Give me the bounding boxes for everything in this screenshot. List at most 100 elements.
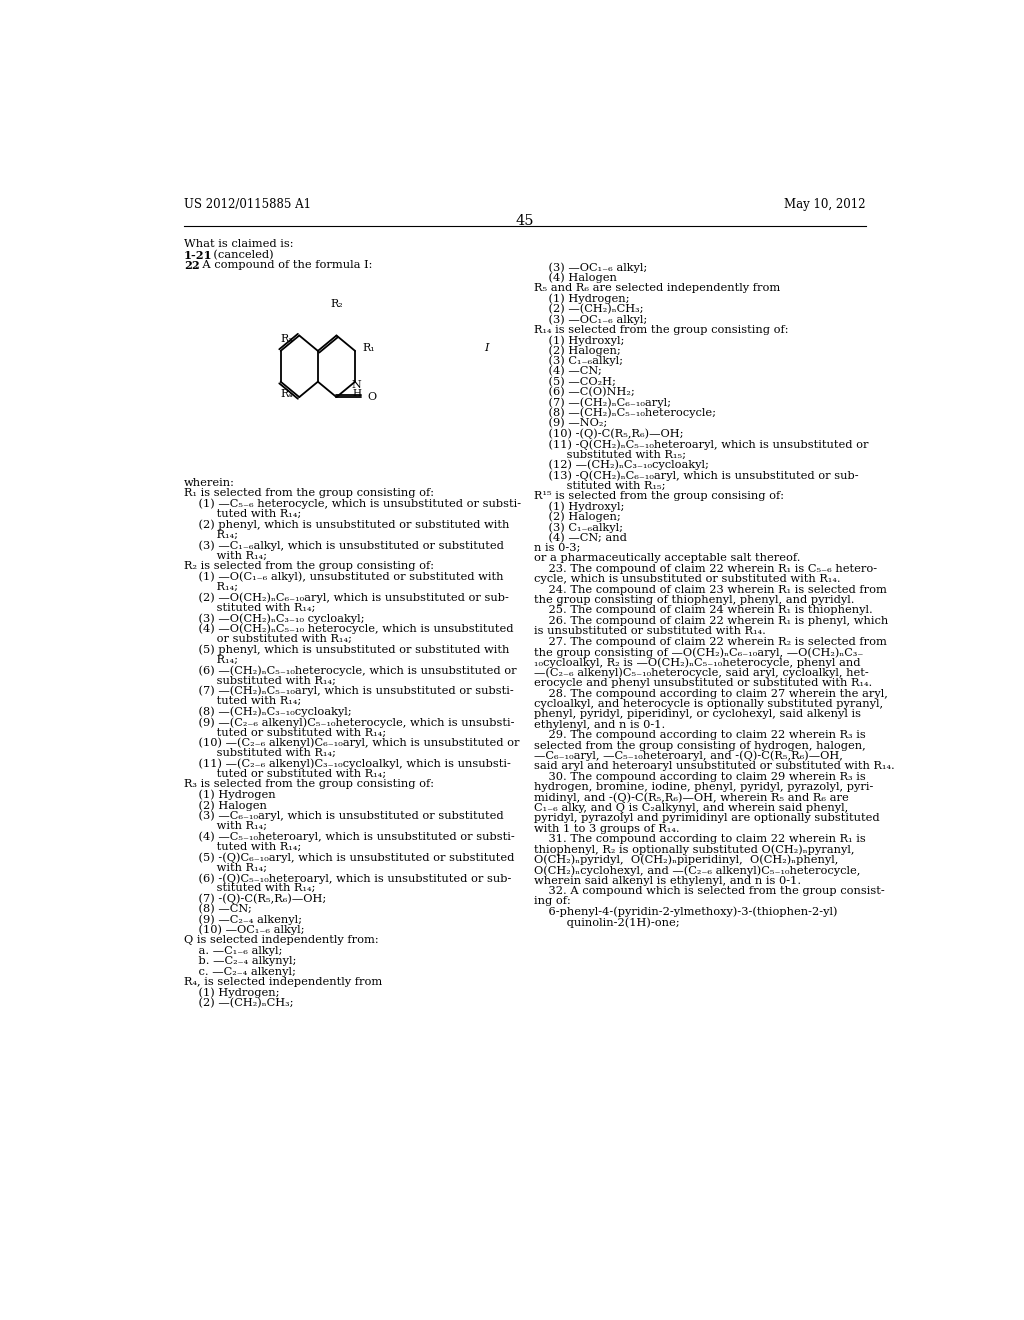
Text: H: H [352,389,361,399]
Text: —C₆₋₁₀aryl, —C₅₋₁₀heteroaryl, and -(Q)-C(R₅,R₆)—OH,: —C₆₋₁₀aryl, —C₅₋₁₀heteroaryl, and -(Q)-C… [535,751,843,762]
Text: cycle, which is unsubstituted or substituted with R₁₄.: cycle, which is unsubstituted or substit… [535,574,841,585]
Text: (9) —NO₂;: (9) —NO₂; [535,418,607,429]
Text: ing of:: ing of: [535,896,570,907]
Text: (1) Hydrogen: (1) Hydrogen [183,789,275,800]
Text: Q is selected independently from:: Q is selected independently from: [183,936,379,945]
Text: (5) -(Q)C₆₋₁₀aryl, which is unsubstituted or substituted: (5) -(Q)C₆₋₁₀aryl, which is unsubstitute… [183,853,514,863]
Text: . A compound of the formula I:: . A compound of the formula I: [196,260,373,271]
Text: (9) —(C₂₋₆ alkenyl)C₅₋₁₀heterocycle, which is unsubsti-: (9) —(C₂₋₆ alkenyl)C₅₋₁₀heterocycle, whi… [183,717,514,727]
Text: tuted with R₁₄;: tuted with R₁₄; [183,842,301,851]
Text: hydrogen, bromine, iodine, phenyl, pyridyl, pyrazolyl, pyri-: hydrogen, bromine, iodine, phenyl, pyrid… [535,781,873,792]
Text: R₃: R₃ [281,334,293,343]
Text: b. —C₂₋₄ alkynyl;: b. —C₂₋₄ alkynyl; [183,956,296,966]
Text: 31. The compound according to claim 22 wherein R₁ is: 31. The compound according to claim 22 w… [535,834,866,843]
Text: (4) Halogen: (4) Halogen [535,273,617,284]
Text: R₁: R₁ [362,343,376,352]
Text: stituted with R₁₅;: stituted with R₁₅; [535,480,666,491]
Text: is unsubstituted or substituted with R₁₄.: is unsubstituted or substituted with R₁₄… [535,626,766,636]
Text: R¹⁵ is selected from the group consising of:: R¹⁵ is selected from the group consising… [535,491,784,502]
Text: the group consisting of thiophenyl, phenyl, and pyridyl.: the group consisting of thiophenyl, phen… [535,595,855,605]
Text: O(CH₂)ₙpyridyl,  O(CH₂)ₙpiperidinyl,  O(CH₂)ₙphenyl,: O(CH₂)ₙpyridyl, O(CH₂)ₙpiperidinyl, O(CH… [535,855,839,866]
Text: O(CH₂)ₙcyclohexyl, and —(C₂₋₆ alkenyl)C₅₋₁₀heterocycle,: O(CH₂)ₙcyclohexyl, and —(C₂₋₆ alkenyl)C₅… [535,866,860,876]
Text: O: O [368,392,377,403]
Text: (5) phenyl, which is unsubstituted or substituted with: (5) phenyl, which is unsubstituted or su… [183,644,509,655]
Text: selected from the group consisting of hydrogen, halogen,: selected from the group consisting of hy… [535,741,866,751]
Text: 26. The compound of claim 22 wherein R₁ is phenyl, which: 26. The compound of claim 22 wherein R₁ … [535,615,889,626]
Text: with R₁₄;: with R₁₄; [183,862,267,873]
Text: erocycle and phenyl unsubstituted or substituted with R₁₄.: erocycle and phenyl unsubstituted or sub… [535,678,872,688]
Text: quinolin-2(1H)-one;: quinolin-2(1H)-one; [535,917,680,928]
Text: C₁₋₆ alky, and Q is C₂alkynyl, and wherein said phenyl,: C₁₋₆ alky, and Q is C₂alkynyl, and where… [535,803,848,813]
Text: . (canceled): . (canceled) [206,249,273,260]
Text: with R₁₄;: with R₁₄; [183,821,267,832]
Text: stituted with R₁₄;: stituted with R₁₄; [183,883,315,894]
Text: tuted or substituted with R₁₄;: tuted or substituted with R₁₄; [183,770,386,779]
Text: (7) —(CH₂)ₙC₆₋₁₀aryl;: (7) —(CH₂)ₙC₆₋₁₀aryl; [535,397,671,408]
Text: or substituted with R₁₄;: or substituted with R₁₄; [183,634,351,644]
Text: (7) —(CH₂)ₙC₅₋₁₀aryl, which is unsubstituted or substi-: (7) —(CH₂)ₙC₅₋₁₀aryl, which is unsubstit… [183,686,514,697]
Text: 1-21: 1-21 [183,249,212,260]
Text: ₁₀cycloalkyl, R₂ is —O(CH₂)ₙC₅₋₁₀heterocycle, phenyl and: ₁₀cycloalkyl, R₂ is —O(CH₂)ₙC₅₋₁₀heteroc… [535,657,860,668]
Text: 22: 22 [183,260,200,271]
Text: substituted with R₁₅;: substituted with R₁₅; [535,449,686,459]
Text: (2) —(CH₂)ₙCH₃;: (2) —(CH₂)ₙCH₃; [535,304,644,314]
Text: 30. The compound according to claim 29 wherein R₃ is: 30. The compound according to claim 29 w… [535,772,866,781]
Text: (1) Hydroxyl;: (1) Hydroxyl; [535,502,625,512]
Text: (10) -(Q)-C(R₅,R₆)—OH;: (10) -(Q)-C(R₅,R₆)—OH; [535,429,684,440]
Text: R₁₄;: R₁₄; [183,655,238,665]
Text: wherein:: wherein: [183,478,234,488]
Text: R₁₄;: R₁₄; [183,529,238,540]
Text: N: N [352,380,361,391]
Text: (4) —CN;: (4) —CN; [535,367,602,376]
Text: (1) Hydrogen;: (1) Hydrogen; [535,293,630,304]
Text: midinyl, and -(Q)-C(R₅,R₆)—OH, wherein R₅ and R₆ are: midinyl, and -(Q)-C(R₅,R₆)—OH, wherein R… [535,792,849,803]
Text: (3) —OC₁₋₆ alkyl;: (3) —OC₁₋₆ alkyl; [535,314,647,325]
Text: (3) —OC₁₋₆ alkyl;: (3) —OC₁₋₆ alkyl; [535,263,647,273]
Text: phenyl, pyridyl, piperidinyl, or cyclohexyl, said alkenyl is: phenyl, pyridyl, piperidinyl, or cyclohe… [535,709,861,719]
Text: (8) —(CH₂)ₙC₅₋₁₀heterocycle;: (8) —(CH₂)ₙC₅₋₁₀heterocycle; [535,408,716,418]
Text: (2) Halogen: (2) Halogen [183,800,266,810]
Text: 23. The compound of claim 22 wherein R₁ is C₅₋₆ hetero-: 23. The compound of claim 22 wherein R₁ … [535,564,878,574]
Text: wherein said alkenyl is ethylenyl, and n is 0-1.: wherein said alkenyl is ethylenyl, and n… [535,875,801,886]
Text: (1) Hydrogen;: (1) Hydrogen; [183,987,280,998]
Text: R₁ is selected from the group consisting of:: R₁ is selected from the group consisting… [183,488,434,499]
Text: (3) C₁₋₆alkyl;: (3) C₁₋₆alkyl; [535,356,623,367]
Text: R₅ and R₆ are selected independently from: R₅ and R₆ are selected independently fro… [535,284,780,293]
Text: (8) —CN;: (8) —CN; [183,904,252,915]
Text: —(C₂₋₆ alkenyl)C₅₋₁₀heterocycle, said aryl, cycloalkyl, het-: —(C₂₋₆ alkenyl)C₅₋₁₀heterocycle, said ar… [535,668,868,678]
Text: (10) —OC₁₋₆ alkyl;: (10) —OC₁₋₆ alkyl; [183,925,304,936]
Text: (3) C₁₋₆alkyl;: (3) C₁₋₆alkyl; [535,523,623,533]
Text: (10) —(C₂₋₆ alkenyl)C₆₋₁₀aryl, which is unsubstituted or: (10) —(C₂₋₆ alkenyl)C₆₋₁₀aryl, which is … [183,738,519,748]
Text: (2) Halogen;: (2) Halogen; [535,512,621,523]
Text: R₃ is selected from the group consisting of:: R₃ is selected from the group consisting… [183,779,434,789]
Text: with R₁₄;: with R₁₄; [183,550,267,561]
Text: cycloalkyl, and heterocycle is optionally substituted pyranyl,: cycloalkyl, and heterocycle is optionall… [535,700,884,709]
Text: 25. The compound of claim 24 wherein R₁ is thiophenyl.: 25. The compound of claim 24 wherein R₁ … [535,606,872,615]
Text: (5) —CO₂H;: (5) —CO₂H; [535,376,616,387]
Text: 32. A compound which is selected from the group consist-: 32. A compound which is selected from th… [535,886,885,896]
Text: (2) phenyl, which is unsubstituted or substituted with: (2) phenyl, which is unsubstituted or su… [183,520,509,531]
Text: (7) -(Q)-C(R₅,R₆)—OH;: (7) -(Q)-C(R₅,R₆)—OH; [183,894,326,904]
Text: (3) —O(CH₂)ₙC₃₋₁₀ cycloakyl;: (3) —O(CH₂)ₙC₃₋₁₀ cycloakyl; [183,612,365,623]
Text: R₄, is selected independently from: R₄, is selected independently from [183,977,382,987]
Text: What is claimed is:: What is claimed is: [183,239,293,249]
Text: with 1 to 3 groups of R₁₄.: with 1 to 3 groups of R₁₄. [535,824,680,834]
Text: 28. The compound according to claim 27 wherein the aryl,: 28. The compound according to claim 27 w… [535,689,888,698]
Text: (6) —(CH₂)ₙC₅₋₁₀heterocycle, which is unsubstituted or: (6) —(CH₂)ₙC₅₋₁₀heterocycle, which is un… [183,665,516,676]
Text: thiophenyl, R₂ is optionally substituted O(CH₂)ₙpyranyl,: thiophenyl, R₂ is optionally substituted… [535,845,855,855]
Text: tuted with R₁₄;: tuted with R₁₄; [183,696,301,706]
Text: the group consisting of —O(CH₂)ₙC₆₋₁₀aryl, —O(CH₂)ₙC₃₋: the group consisting of —O(CH₂)ₙC₆₋₁₀ary… [535,647,863,657]
Text: substituted with R₁₄;: substituted with R₁₄; [183,676,336,685]
Text: (2) —O(CH₂)ₙC₆₋₁₀aryl, which is unsubstituted or sub-: (2) —O(CH₂)ₙC₆₋₁₀aryl, which is unsubsti… [183,593,509,603]
Text: (3) —C₁₋₆alkyl, which is unsubstituted or substituted: (3) —C₁₋₆alkyl, which is unsubstituted o… [183,540,504,550]
Text: (12) —(CH₂)ₙC₃₋₁₀cycloakyl;: (12) —(CH₂)ₙC₃₋₁₀cycloakyl; [535,459,709,470]
Text: (9) —C₂₋₄ alkenyl;: (9) —C₂₋₄ alkenyl; [183,915,302,925]
Text: or a pharmaceutically acceptable salt thereof.: or a pharmaceutically acceptable salt th… [535,553,801,564]
Text: R₂ is selected from the group consisting of:: R₂ is selected from the group consisting… [183,561,434,572]
Text: 24. The compound of claim 23 wherein R₁ is selected from: 24. The compound of claim 23 wherein R₁ … [535,585,887,594]
Text: (4) —C₅₋₁₀heteroaryl, which is unsubstituted or substi-: (4) —C₅₋₁₀heteroaryl, which is unsubstit… [183,832,514,842]
Text: R₁₄ is selected from the group consisting of:: R₁₄ is selected from the group consistin… [535,325,788,335]
Text: (6) -(Q)C₅₋₁₀heteroaryl, which is unsubstituted or sub-: (6) -(Q)C₅₋₁₀heteroaryl, which is unsubs… [183,873,511,883]
Text: c. —C₂₋₄ alkenyl;: c. —C₂₋₄ alkenyl; [183,966,296,977]
Text: (13) -Q(CH₂)ₙC₆₋₁₀aryl, which is unsubstituted or sub-: (13) -Q(CH₂)ₙC₆₋₁₀aryl, which is unsubst… [535,470,859,480]
